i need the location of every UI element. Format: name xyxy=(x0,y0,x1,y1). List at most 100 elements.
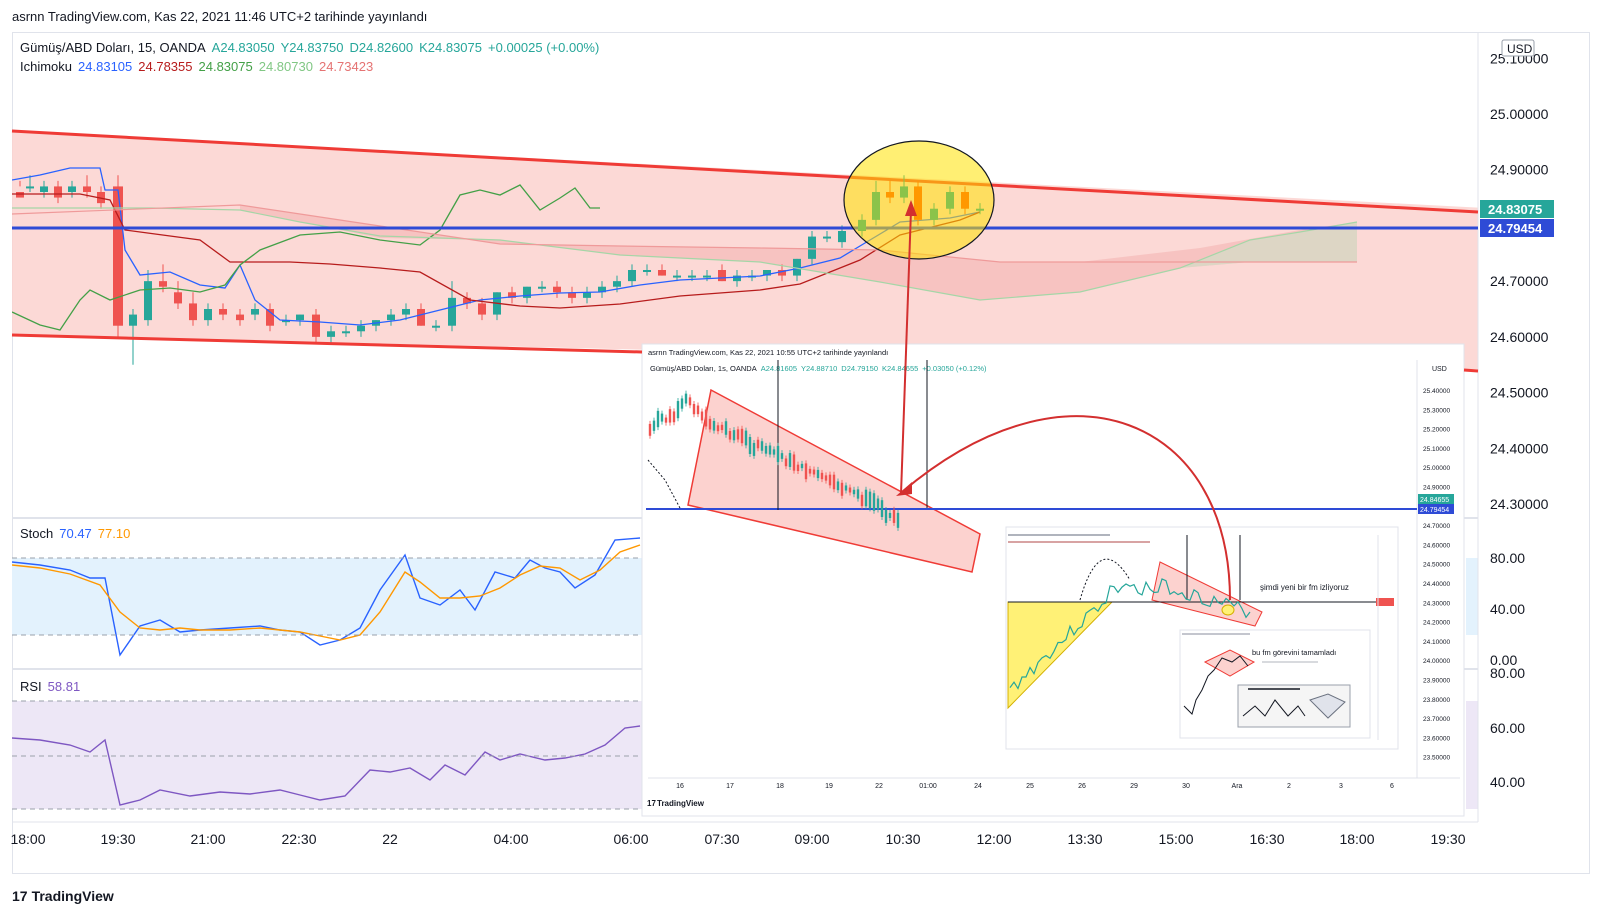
candle xyxy=(387,309,395,326)
candle xyxy=(628,264,636,287)
inset1-price-tick: 24.90000 xyxy=(1423,485,1450,492)
rsi-tick: 60.00 xyxy=(1490,720,1525,736)
inset1-legend: Gümüş/ABD Doları, 1s, OANDA A24.81605 Y24.… xyxy=(650,364,987,373)
price-unit: USD xyxy=(1507,42,1533,56)
inset1-price-tick: 25.00000 xyxy=(1423,465,1450,472)
main-pane xyxy=(12,131,1478,370)
inset-chart-3: bu fm görevini tamamladı xyxy=(1179,629,1371,739)
inset1-brand: TradingView xyxy=(657,799,705,808)
candle xyxy=(159,264,167,293)
price-tick: 24.70000 xyxy=(1490,273,1549,289)
time-axis[interactable]: 18:00 19:30 21:00 22:30 22 04:00 06:00 07:30 09:… xyxy=(10,831,1465,847)
candle xyxy=(174,281,182,310)
inset1-time-tick: 01:00 xyxy=(919,783,937,790)
inset1-candle xyxy=(676,398,680,422)
candle xyxy=(26,175,34,193)
rsi-axis: 80.00 60.00 40.00 xyxy=(1490,665,1525,790)
stoch-d-line xyxy=(12,544,641,641)
inset1-candle xyxy=(840,479,844,499)
ichimoku-lagging: 24.83075 xyxy=(198,59,253,74)
inset1-candle xyxy=(728,428,732,443)
inset1-candle xyxy=(880,497,884,521)
candle xyxy=(83,175,91,198)
tenkan-line xyxy=(12,167,981,326)
inset1-candle xyxy=(708,415,712,433)
stoch-label[interactable]: Stoch xyxy=(20,526,54,541)
candle xyxy=(598,281,606,298)
tradingview-logo-icon: 17 xyxy=(12,888,28,904)
inset1-candle xyxy=(812,466,816,478)
rsi-tick: 40.00 xyxy=(1490,774,1525,790)
inset1-candle xyxy=(752,439,756,459)
highlight-candle xyxy=(930,203,938,226)
channel-upper-line xyxy=(11,129,1479,214)
rsi-label[interactable]: RSI xyxy=(20,679,42,694)
inset1-time-tick: 30 xyxy=(1182,783,1190,790)
inset1-candle xyxy=(876,495,880,513)
stoch-tick: 80.00 xyxy=(1490,550,1525,566)
inset1-candle xyxy=(696,402,700,418)
ichimoku-kijun: 24.78355 xyxy=(138,59,193,74)
last-price-label: 24.83075 xyxy=(1488,202,1542,217)
inset1-time-tick: 22 xyxy=(875,783,883,790)
ichimoku-label[interactable]: Ichimoku xyxy=(20,59,73,74)
inset1-published: asrnn TradingView.com, Kas 22, 2021 10:5… xyxy=(648,348,888,357)
inset1-candle xyxy=(756,436,760,452)
stoch-pane xyxy=(12,537,641,657)
time-tick: 07:30 xyxy=(704,831,739,847)
inset1-candle xyxy=(748,434,752,457)
inset1-candle xyxy=(872,490,876,514)
unit-box xyxy=(1501,39,1535,57)
inset1-candle xyxy=(820,469,824,483)
inset1-candle xyxy=(652,417,656,434)
highlight-candle xyxy=(872,180,880,226)
candle xyxy=(16,180,24,198)
arrow-vertical xyxy=(900,209,912,495)
inset1-candle xyxy=(768,442,772,458)
highlight-candle xyxy=(900,175,908,204)
stoch-band-right xyxy=(1466,558,1478,635)
time-tick: 06:00 xyxy=(613,831,648,847)
channel-lower-right xyxy=(1463,368,1479,373)
inset1-candle xyxy=(704,406,708,430)
inset1-candle xyxy=(852,486,856,498)
inset1-candle xyxy=(784,455,788,470)
open-value: A24.83050 xyxy=(211,40,275,55)
inset1-time-tick: 24 xyxy=(974,783,982,790)
stoch-tick: 40.00 xyxy=(1490,601,1525,617)
price-axis[interactable]: 25.1000025.0000024.9000024.7000024.60000… xyxy=(1490,50,1549,512)
inset1-candle xyxy=(724,418,728,438)
ichimoku-span-b: 24.73423 xyxy=(318,59,374,74)
candle xyxy=(463,292,471,310)
candle xyxy=(673,270,681,282)
inset1-candle xyxy=(684,390,688,407)
inset1-price-tick: 25.40000 xyxy=(1423,388,1450,395)
candle xyxy=(538,281,546,293)
time-tick: 15:00 xyxy=(1158,831,1193,847)
inset1-time-tick: 29 xyxy=(1130,783,1138,790)
inset1-time-tick: 19 xyxy=(825,783,833,790)
ichimoku-cloud xyxy=(240,205,1357,300)
candle xyxy=(219,303,227,321)
candle xyxy=(342,325,350,337)
hline-price-badge xyxy=(1480,219,1554,237)
inset1-candle xyxy=(688,394,692,409)
inset1-price-tick: 23.70000 xyxy=(1423,716,1450,723)
inset1-time-ticks: 16 17 18 19 22 01:00 24 25 26 29 30 Ara 2 3 6 xyxy=(676,783,1394,790)
inset1-price-tick: 24.40000 xyxy=(1423,581,1450,588)
symbol-title[interactable]: Gümüş/ABD Doları, 15, OANDA xyxy=(20,40,206,55)
inset1-candle xyxy=(744,427,748,449)
candle xyxy=(508,286,516,304)
inset1-price-tick: 24.30000 xyxy=(1423,600,1450,607)
inset1-label-close: 24.84655 xyxy=(1420,497,1449,504)
arrow-curve-head xyxy=(896,482,912,496)
span-b-line xyxy=(12,204,1357,263)
inset1-candle xyxy=(764,442,768,457)
inset1-price-tick: 25.30000 xyxy=(1423,407,1450,414)
inset1-candle xyxy=(860,491,864,510)
inset1-candle xyxy=(760,438,764,454)
rsi-tick: 80.00 xyxy=(1490,665,1525,681)
low-value: D24.82600 xyxy=(349,40,414,55)
hline-price-label: 24.79454 xyxy=(1488,221,1543,236)
